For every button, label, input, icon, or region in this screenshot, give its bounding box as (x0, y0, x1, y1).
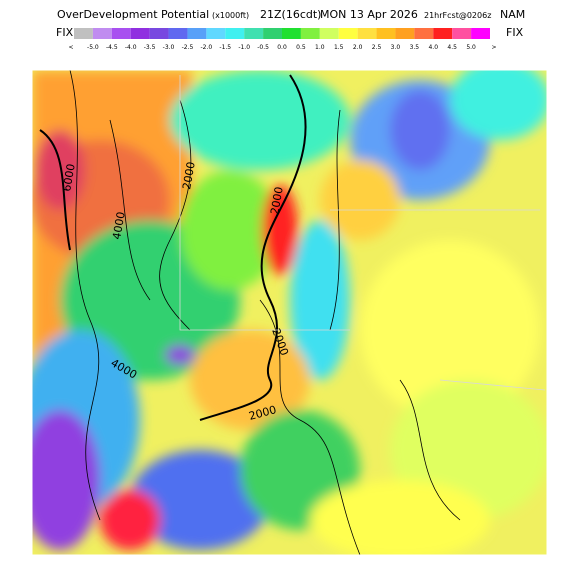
legend-swatch (149, 28, 169, 39)
map-frame (31, 69, 548, 556)
legend-label: -4.5 (106, 44, 118, 51)
legend-swatch (376, 28, 396, 39)
legend-swatch (92, 28, 112, 39)
title: OverDevelopment Potential (57, 8, 209, 21)
legend-label: -2.0 (201, 44, 213, 51)
contour-label: 2000 (180, 161, 198, 191)
legend-swatch (395, 28, 415, 39)
legend-swatch (225, 28, 245, 39)
legend-swatch (130, 28, 150, 39)
legend-swatch (357, 28, 377, 39)
units: (x1000ft) (212, 11, 249, 20)
legend-label: -1.5 (219, 44, 231, 51)
legend-label: 4.5 (447, 44, 457, 51)
contour-label: 4000 (110, 211, 128, 241)
legend-label: -5.0 (87, 44, 99, 51)
legend-label: > (491, 44, 496, 51)
legend-swatch (319, 28, 339, 39)
legend-swatch (338, 28, 358, 39)
legend-swatch (206, 28, 226, 39)
legend-label: -3.5 (144, 44, 156, 51)
legend-swatch (244, 28, 264, 39)
legend-swatch (168, 28, 188, 39)
forecast: 21hrFcst@0206z (424, 11, 491, 20)
header: OverDevelopment Potential (x1000ft) 21Z(… (57, 8, 525, 21)
legend: FIX FIX < -5.0 -4.5 -4.0 -3.5 -3.0 -2.5 -2.0 -1.… (56, 26, 524, 51)
valid-date: MON 13 Apr 2026 (320, 8, 418, 21)
valid-time: 21Z(16cdt) (260, 8, 321, 21)
legend-label: -1.0 (238, 44, 250, 51)
legend-swatch (74, 28, 93, 39)
legend-swatch (414, 28, 434, 39)
contour-label: 6000 (60, 163, 78, 193)
legend-label: 0.0 (277, 44, 287, 51)
legend-swatch (471, 28, 490, 39)
contour-label: 2000 (268, 186, 286, 216)
legend-label: 4.0 (428, 44, 438, 51)
model: NAM (500, 8, 525, 21)
legend-swatch (433, 28, 453, 39)
legend-tag: FIX (506, 26, 524, 39)
legend-swatch (187, 28, 207, 39)
legend-tag: FIX (56, 26, 74, 39)
legend-label: 3.0 (391, 44, 401, 51)
map (32, 70, 547, 555)
legend-swatch (111, 28, 131, 39)
legend-swatch (300, 28, 320, 39)
legend-label: < (68, 44, 73, 51)
legend-label: -0.5 (257, 44, 269, 51)
legend-label: -4.0 (125, 44, 137, 51)
legend-label: 2.5 (372, 44, 382, 51)
legend-label: 3.5 (410, 44, 420, 51)
legend-label: -2.5 (182, 44, 194, 51)
legend-label: 0.5 (296, 44, 306, 51)
legend-label: -3.0 (163, 44, 175, 51)
legend-swatch (452, 28, 472, 39)
legend-swatch (263, 28, 282, 39)
legend-label: 2.0 (353, 44, 363, 51)
legend-label: 5.0 (466, 44, 476, 51)
legend-label: 1.0 (315, 44, 325, 51)
legend-swatch (282, 28, 301, 39)
legend-label: 1.5 (334, 44, 344, 51)
